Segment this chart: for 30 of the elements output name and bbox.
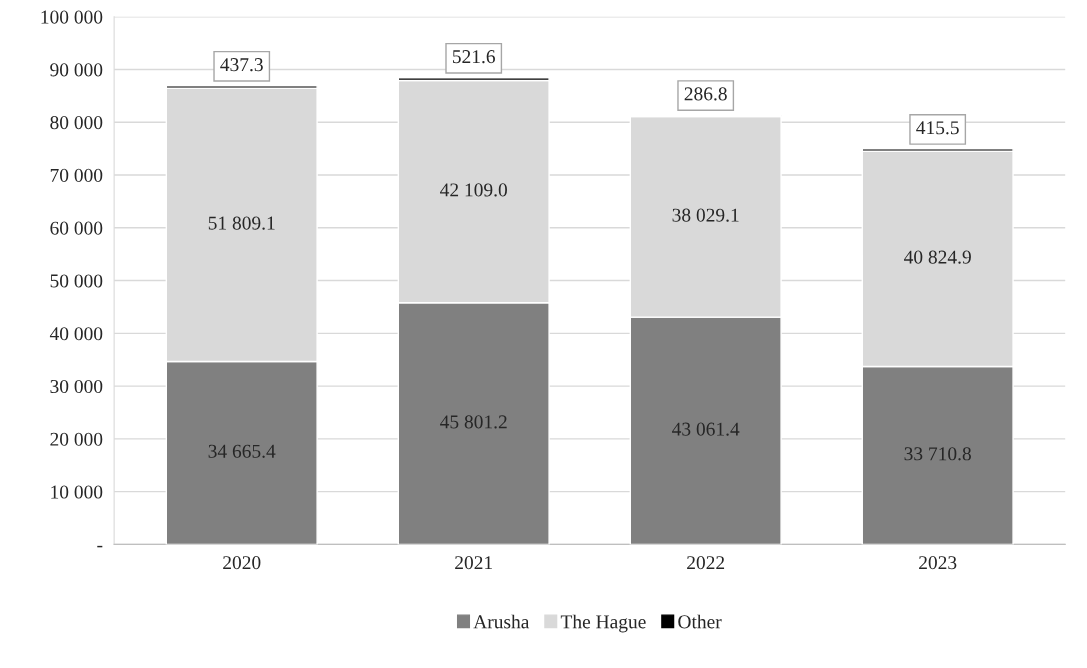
y-tick-label: 70 000 bbox=[50, 168, 103, 182]
data-label: 33 710.8 bbox=[904, 447, 971, 461]
legend-label: Arusha bbox=[473, 614, 530, 629]
legend-label: The Hague bbox=[560, 614, 646, 633]
legend-label: Other bbox=[678, 614, 722, 629]
data-label: 43 061.4 bbox=[672, 422, 740, 436]
y-tick-label: - bbox=[97, 545, 103, 548]
data-label: 40 824.9 bbox=[904, 250, 971, 264]
data-label: 415.5 bbox=[916, 121, 959, 135]
y-tick-label: 20 000 bbox=[50, 432, 103, 446]
data-label: 34 665.4 bbox=[208, 444, 276, 458]
y-tick-label: 90 000 bbox=[50, 63, 103, 77]
data-label: 437.3 bbox=[220, 58, 263, 72]
x-tick-label: 2021 bbox=[455, 556, 492, 570]
data-label: 51 809.1 bbox=[208, 216, 275, 230]
y-tick-label: 50 000 bbox=[50, 274, 103, 288]
y-tick-label: 30 000 bbox=[50, 379, 103, 394]
y-tick-label: 100 000 bbox=[41, 10, 103, 24]
data-label: 521.6 bbox=[452, 50, 495, 64]
data-label: 42 109.0 bbox=[440, 183, 507, 197]
x-tick-label: 2020 bbox=[223, 556, 261, 570]
y-tick-label: 10 000 bbox=[51, 485, 103, 499]
x-tick-label: 2022 bbox=[687, 556, 725, 570]
x-tick-label: 2023 bbox=[919, 556, 957, 570]
y-tick-label: 40 000 bbox=[49, 327, 103, 341]
data-label: 286.8 bbox=[684, 87, 727, 101]
y-tick-label: 60 000 bbox=[50, 221, 103, 235]
y-tick-label: 80 000 bbox=[50, 116, 103, 130]
data-label: 45 801.2 bbox=[440, 415, 507, 429]
data-label: 38 029.1 bbox=[672, 208, 739, 222]
